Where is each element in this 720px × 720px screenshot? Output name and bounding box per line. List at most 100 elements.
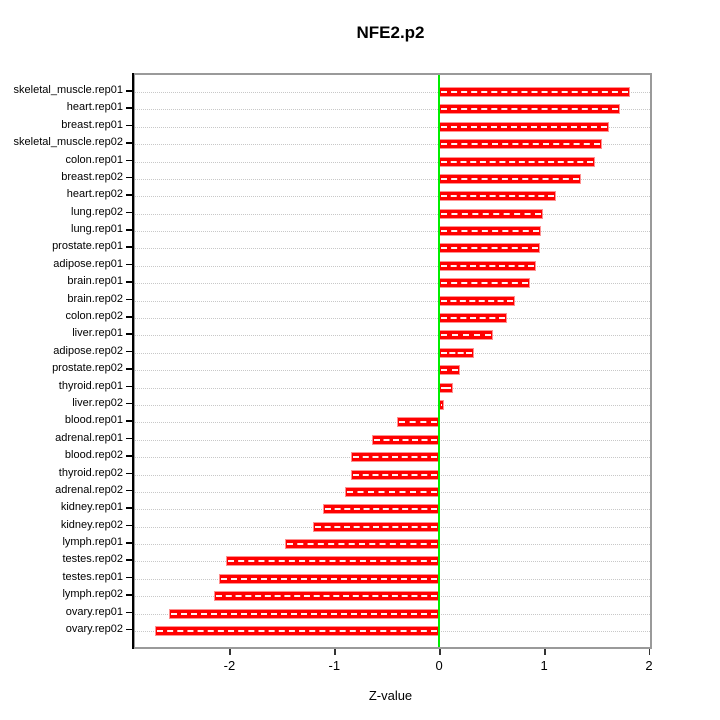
bar-dash-pattern — [441, 334, 491, 337]
category-label: kidney.rep01 — [60, 501, 123, 514]
bar-dash-pattern — [441, 143, 600, 146]
bar-heart.rep01 — [439, 104, 620, 115]
category-label: adipose.rep02 — [53, 344, 123, 357]
category-label: ovary.rep02 — [65, 622, 123, 635]
y-tick — [126, 559, 132, 561]
y-tick — [126, 472, 132, 474]
category-label: skeletal_muscle.rep01 — [13, 84, 123, 96]
bar-dash-pattern — [441, 351, 472, 354]
x-tick-label: 0 — [435, 658, 443, 673]
gridline — [135, 109, 650, 111]
y-tick — [126, 246, 132, 248]
gridline — [135, 144, 650, 146]
category-label: lymph.rep02 — [62, 588, 123, 601]
gridline — [135, 370, 650, 372]
y-tick — [126, 385, 132, 388]
gridline — [135, 231, 650, 233]
y-tick — [126, 455, 132, 457]
y-tick — [126, 211, 132, 214]
category-label: kidney.rep02 — [60, 518, 123, 531]
category-label: prostate.rep02 — [52, 362, 123, 375]
category-label: adrenal.rep01 — [55, 431, 123, 444]
bar-lymph.rep02 — [213, 591, 440, 602]
category-label: blood.rep02 — [64, 449, 123, 462]
bar-testes.rep02 — [226, 556, 440, 567]
bar-lymph.rep01 — [284, 539, 440, 550]
bar-dash-pattern — [441, 91, 629, 93]
bar-dash-pattern — [441, 282, 529, 285]
x-tick — [648, 649, 651, 655]
category-label: adipose.rep01 — [53, 257, 123, 270]
bar-dash-pattern — [441, 195, 554, 198]
bar-dash-pattern — [441, 317, 506, 320]
bar-testes.rep01 — [218, 573, 440, 584]
x-tick — [334, 649, 336, 655]
y-tick — [126, 281, 132, 283]
bar-dash-pattern — [441, 403, 443, 406]
bar-skeletal_muscle.rep01 — [439, 87, 631, 97]
bar-brain.rep02 — [439, 295, 515, 306]
category-label: thyroid.rep02 — [58, 466, 123, 479]
bar-dash-pattern — [220, 577, 438, 580]
category-label: testes.rep01 — [62, 570, 123, 583]
y-tick — [126, 507, 132, 509]
bar-kidney.rep01 — [322, 504, 440, 515]
bar-ovary.rep02 — [154, 625, 440, 636]
gridline — [135, 265, 650, 267]
bar-dash-pattern — [441, 247, 538, 250]
y-tick — [126, 402, 132, 405]
category-label: adrenal.rep02 — [55, 483, 123, 496]
gridline — [135, 126, 650, 128]
bar-dash-pattern — [441, 299, 513, 302]
gridline — [135, 248, 650, 250]
y-tick — [126, 263, 132, 266]
y-tick — [126, 333, 132, 335]
x-tick-label: -2 — [223, 658, 236, 673]
bar-blood.rep02 — [351, 452, 440, 463]
bar-dash-pattern — [324, 508, 438, 511]
bar-thyroid.rep01 — [439, 382, 453, 393]
category-label: brain.rep01 — [67, 275, 123, 288]
category-label: heart.rep01 — [66, 101, 123, 114]
y-tick — [126, 90, 132, 92]
gridline — [135, 335, 650, 337]
category-label: blood.rep01 — [64, 414, 123, 427]
bar-liver.rep01 — [439, 330, 493, 341]
gridline — [135, 196, 650, 198]
x-tick-label: 2 — [645, 658, 653, 673]
y-tick — [126, 107, 132, 109]
y-tick — [126, 489, 132, 492]
x-tick — [544, 649, 546, 655]
x-tick-label: -1 — [328, 658, 341, 673]
gridline — [135, 92, 650, 93]
bar-dash-pattern — [441, 177, 579, 180]
y-tick — [126, 229, 132, 231]
category-label: colon.rep01 — [65, 153, 124, 166]
y-tick — [126, 124, 132, 127]
bar-dash-pattern — [315, 525, 438, 528]
bar-breast.rep01 — [439, 121, 610, 132]
y-tick — [126, 159, 132, 162]
bar-dash-pattern — [441, 264, 534, 267]
gridline — [135, 422, 650, 424]
bar-dash-pattern — [215, 595, 438, 598]
category-label: lung.rep02 — [71, 205, 123, 218]
bar-heart.rep02 — [439, 191, 556, 202]
bar-prostate.rep01 — [439, 243, 540, 254]
y-tick — [126, 611, 132, 614]
bar-lung.rep01 — [439, 226, 541, 237]
zero-reference-line — [438, 75, 441, 647]
category-label: breast.rep02 — [61, 170, 123, 183]
bar-dash-pattern — [353, 456, 438, 459]
bar-dash-pattern — [374, 438, 438, 441]
gridline — [135, 213, 650, 215]
bar-skeletal_muscle.rep02 — [439, 139, 602, 150]
bar-dash-pattern — [441, 369, 459, 372]
bar-dash-pattern — [441, 160, 594, 163]
bar-dash-pattern — [228, 560, 438, 563]
category-label: brain.rep02 — [67, 292, 123, 305]
gridline — [135, 318, 650, 320]
y-tick — [126, 576, 132, 579]
gridline — [135, 161, 650, 163]
category-label: liver.rep01 — [72, 327, 123, 340]
